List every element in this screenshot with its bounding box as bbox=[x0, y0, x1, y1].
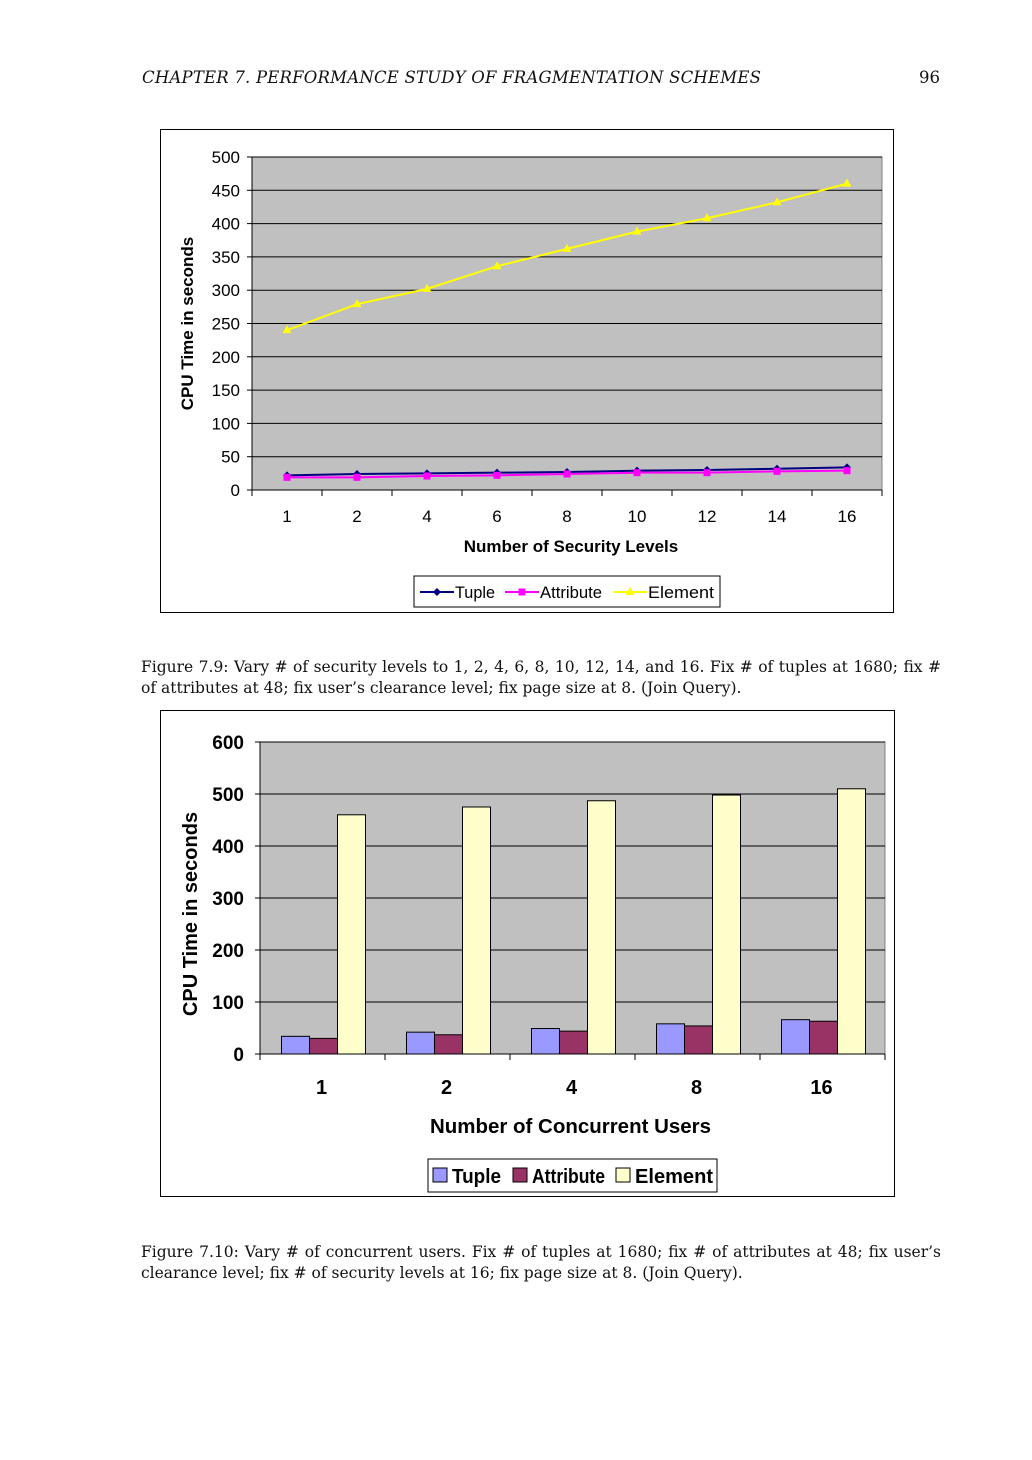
y-tick-label: 0 bbox=[231, 481, 240, 500]
x-axis-title: Number of Security Levels bbox=[464, 537, 678, 556]
data-point-attribute bbox=[773, 467, 781, 475]
x-tick-label: 14 bbox=[768, 507, 787, 526]
legend-marker-attribute bbox=[518, 588, 526, 596]
data-point-element bbox=[842, 178, 852, 187]
x-tick-label: 16 bbox=[838, 507, 857, 526]
legend-marker-element bbox=[625, 587, 635, 595]
data-point-attribute bbox=[283, 473, 291, 481]
x-tick-label: 16 bbox=[810, 1077, 832, 1099]
bar-chart: 0 100 200 300 400 500 600 1 2 4 8 16 Number of Concu… bbox=[180, 733, 886, 1193]
x-tick-label: 1 bbox=[282, 507, 291, 526]
y-tick-label: 500 bbox=[212, 785, 244, 806]
data-point-attribute bbox=[493, 471, 501, 479]
data-point-attribute bbox=[703, 469, 711, 477]
data-point-attribute bbox=[423, 472, 431, 480]
data-point-attribute bbox=[633, 469, 641, 477]
x-tick-label: 2 bbox=[441, 1077, 452, 1099]
bar-tuple bbox=[406, 1031, 435, 1055]
bar-tuple bbox=[781, 1019, 810, 1055]
x-tick-label: 12 bbox=[698, 507, 717, 526]
x-tick-label: 8 bbox=[562, 507, 571, 526]
data-point-element bbox=[492, 261, 502, 270]
bar-attribute bbox=[309, 1037, 338, 1055]
y-tick-label: 250 bbox=[212, 315, 240, 334]
running-header: CHAPTER 7. PERFORMANCE STUDY OF FRAGMENT… bbox=[142, 68, 940, 92]
figure-7-10-caption: Figure 7.10: Vary # of concurrent users.… bbox=[141, 1242, 941, 1282]
x-tick-label: 4 bbox=[566, 1077, 578, 1099]
bar-element bbox=[587, 800, 616, 1055]
legend-label: Tuple bbox=[455, 583, 495, 602]
y-axis-title: CPU Time in seconds bbox=[178, 237, 197, 411]
bar-tuple bbox=[281, 1035, 310, 1055]
x-tick-label: 6 bbox=[492, 507, 501, 526]
x-tick-label: 4 bbox=[422, 507, 431, 526]
y-tick-label: 400 bbox=[212, 837, 244, 858]
legend-swatch-element bbox=[615, 1167, 631, 1183]
x-tick-label: 2 bbox=[352, 507, 361, 526]
legend-label: Attribute bbox=[540, 583, 602, 602]
legend-label: Element bbox=[635, 1166, 713, 1188]
y-tick-label: 200 bbox=[212, 348, 240, 367]
y-tick-label: 600 bbox=[212, 733, 244, 754]
data-point-attribute bbox=[563, 470, 571, 478]
y-tick-label: 50 bbox=[221, 448, 240, 467]
x-tick-label: 1 bbox=[316, 1077, 327, 1099]
y-tick-label: 400 bbox=[212, 215, 240, 234]
y-axis-title: CPU Time in seconds bbox=[180, 812, 202, 1016]
figure-7-10-chart: 0 100 200 300 400 500 600 1 2 4 8 16 Number of Concu… bbox=[160, 710, 895, 1197]
y-tick-label: 100 bbox=[212, 993, 244, 1014]
x-tick-label: 10 bbox=[628, 507, 647, 526]
bar-element bbox=[462, 806, 491, 1055]
y-tick-label: 200 bbox=[212, 941, 244, 962]
data-point-element bbox=[562, 243, 572, 252]
legend-label: Attribute bbox=[532, 1166, 605, 1188]
bar-element bbox=[712, 794, 741, 1055]
bar-attribute bbox=[684, 1025, 713, 1055]
data-point-element bbox=[282, 325, 292, 334]
bar-tuple bbox=[656, 1023, 685, 1055]
data-point-attribute bbox=[353, 473, 361, 481]
data-point-attribute bbox=[843, 467, 851, 475]
legend-label: Tuple bbox=[452, 1166, 501, 1188]
legend-box bbox=[413, 575, 721, 608]
figure-7-9-caption: Figure 7.9: Vary # of security levels to… bbox=[141, 657, 941, 697]
legend-swatch-attribute bbox=[512, 1167, 528, 1183]
legend: Tuple Attribute Element bbox=[427, 1158, 718, 1193]
data-point-element bbox=[772, 197, 782, 206]
data-point-element bbox=[422, 283, 432, 292]
x-tick-label: 8 bbox=[691, 1077, 702, 1099]
y-tick-label: 100 bbox=[212, 414, 240, 433]
y-tick-label: 350 bbox=[212, 248, 240, 267]
y-tick-label: 450 bbox=[212, 181, 240, 200]
y-tick-label: 150 bbox=[212, 381, 240, 400]
bar-tuple bbox=[531, 1028, 560, 1055]
bar-element bbox=[837, 788, 866, 1055]
chapter-title: CHAPTER 7. PERFORMANCE STUDY OF FRAGMENT… bbox=[142, 68, 762, 87]
figure-7-9-chart: 0 50 100 150 200 250 300 350 400 450 500 1 2 4 6 8 10 12 1… bbox=[160, 129, 894, 613]
data-point-element bbox=[702, 213, 712, 222]
data-point-element bbox=[352, 299, 362, 308]
legend-swatch-tuple bbox=[432, 1167, 448, 1183]
y-tick-label: 300 bbox=[212, 281, 240, 300]
page-number: 96 bbox=[919, 68, 940, 87]
data-point-element bbox=[632, 226, 642, 235]
bar-attribute bbox=[559, 1030, 588, 1055]
x-axis-title: Number of Concurrent Users bbox=[430, 1116, 711, 1138]
y-tick-label: 0 bbox=[233, 1045, 244, 1066]
legend-marker-tuple bbox=[433, 588, 441, 596]
bar-element bbox=[337, 814, 366, 1055]
legend-box bbox=[427, 1158, 718, 1193]
bar-attribute bbox=[809, 1020, 838, 1055]
legend: Tuple Attribute Element bbox=[413, 575, 721, 608]
legend-label: Element bbox=[648, 583, 714, 602]
y-tick-label: 500 bbox=[212, 148, 240, 167]
y-tick-label: 300 bbox=[212, 889, 244, 910]
bar-attribute bbox=[434, 1034, 463, 1055]
